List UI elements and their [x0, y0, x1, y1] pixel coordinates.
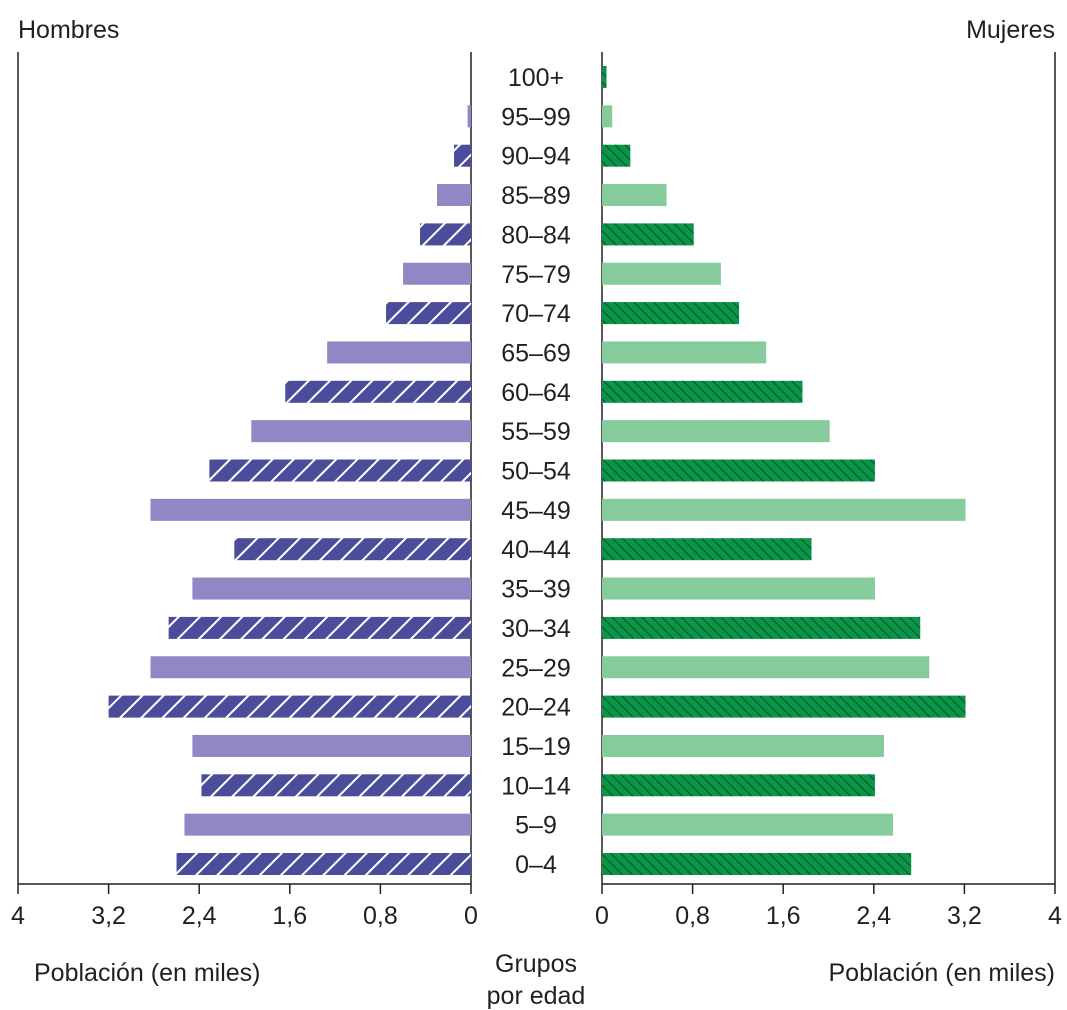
age-label-10-14: 10–14: [501, 772, 571, 800]
age-label-65-69: 65–69: [501, 339, 571, 367]
men-bar-70-74: [386, 302, 471, 325]
right-tick-label: 0: [595, 902, 609, 930]
left-title: Hombres: [18, 16, 119, 44]
age-label-30-34: 30–34: [501, 615, 571, 643]
women-bar-75-79: [602, 262, 721, 285]
left-x-axis-label: Población (en miles): [34, 959, 261, 987]
age-label-0-4: 0–4: [515, 851, 557, 879]
men-bar-0-4: [176, 853, 472, 875]
left-tick-label: 2,4: [182, 902, 217, 930]
women-bar-90-94: [602, 144, 631, 167]
men-bar-50-54: [209, 459, 471, 482]
age-label-60-64: 60–64: [501, 379, 571, 407]
men-bar-60-64: [285, 380, 471, 403]
men-bar-85-89: [437, 184, 471, 207]
men-bar-35-39: [192, 577, 471, 600]
age-label-95-99: 95–99: [501, 103, 571, 131]
men-bar-5-9: [184, 813, 472, 836]
women-bar-65-69: [602, 341, 767, 364]
women-bar-15-19: [602, 734, 884, 757]
women-bar-30-34: [602, 616, 921, 639]
men-bars: [108, 105, 472, 875]
men-bar-25-29: [150, 656, 471, 679]
age-label-45-49: 45–49: [501, 497, 571, 525]
men-bar-30-34: [168, 616, 471, 639]
men-bar-65-69: [327, 341, 471, 364]
women-bar-5-9: [602, 813, 894, 836]
women-bar-55-59: [602, 420, 830, 443]
age-group-labels: 0–4 5–9 10–14 15–19 20–24 25–29 30–34 35–39 40–4…: [501, 64, 571, 879]
age-label-50-54: 50–54: [501, 458, 571, 486]
right-axis-ticks: 0 0,8 1,6 2,4 3,2 4: [595, 884, 1062, 930]
men-bar-45-49: [150, 498, 471, 521]
women-bar-20-24: [602, 695, 966, 718]
right-tick-label: 4: [1048, 902, 1062, 930]
left-axis-ticks: 4 3,2 2,4 1,6 0,8 0: [11, 884, 478, 930]
men-bar-40-44: [234, 538, 471, 561]
women-bar-40-44: [602, 538, 812, 561]
women-bar-0-4: [602, 853, 912, 875]
women-bar-60-64: [602, 380, 803, 403]
age-label-5-9: 5–9: [515, 812, 557, 840]
right-tick-label: 2,4: [856, 902, 891, 930]
women-bar-50-54: [602, 459, 875, 482]
women-bar-25-29: [602, 656, 930, 679]
women-bar-70-74: [602, 302, 740, 325]
right-title: Mujeres: [966, 16, 1055, 44]
women-bar-35-39: [602, 577, 875, 600]
women-bar-85-89: [602, 184, 667, 207]
age-label-70-74: 70–74: [501, 300, 571, 328]
age-label-75-79: 75–79: [501, 261, 571, 289]
men-bar-90-94: [454, 144, 471, 167]
age-label-40-44: 40–44: [501, 536, 571, 564]
women-bar-100: [602, 66, 607, 88]
men-bar-10-14: [201, 774, 471, 797]
women-bar-95-99: [602, 105, 613, 128]
age-label-20-24: 20–24: [501, 694, 571, 722]
left-tick-label: 4: [11, 902, 25, 930]
men-bar-75-79: [403, 262, 471, 285]
age-label-55-59: 55–59: [501, 418, 571, 446]
left-tick-label: 3,2: [91, 902, 126, 930]
center-label-line1: Grupos: [495, 950, 577, 978]
center-label-line2: por edad: [487, 982, 586, 1010]
men-bar-20-24: [108, 695, 471, 718]
women-bars: [602, 66, 966, 875]
left-tick-label: 1,6: [272, 902, 307, 930]
age-label-35-39: 35–39: [501, 576, 571, 604]
men-bar-15-19: [192, 734, 471, 757]
age-label-85-89: 85–89: [501, 182, 571, 210]
left-tick-label: 0: [464, 902, 478, 930]
left-tick-label: 0,8: [363, 902, 398, 930]
men-bar-80-84: [420, 223, 471, 246]
right-tick-label: 1,6: [766, 902, 801, 930]
age-label-25-29: 25–29: [501, 654, 571, 682]
age-label-15-19: 15–19: [501, 733, 571, 761]
women-bar-10-14: [602, 774, 875, 797]
women-bar-80-84: [602, 223, 694, 246]
right-x-axis-label: Población (en miles): [829, 959, 1056, 987]
men-bar-95-99: [467, 105, 471, 128]
right-tick-label: 0,8: [675, 902, 710, 930]
women-bar-45-49: [602, 498, 966, 521]
age-label-80-84: 80–84: [501, 221, 571, 249]
right-tick-label: 3,2: [947, 902, 982, 930]
age-label-90-94: 90–94: [501, 143, 571, 171]
men-bar-55-59: [251, 420, 471, 443]
age-label-100: 100+: [508, 64, 564, 92]
